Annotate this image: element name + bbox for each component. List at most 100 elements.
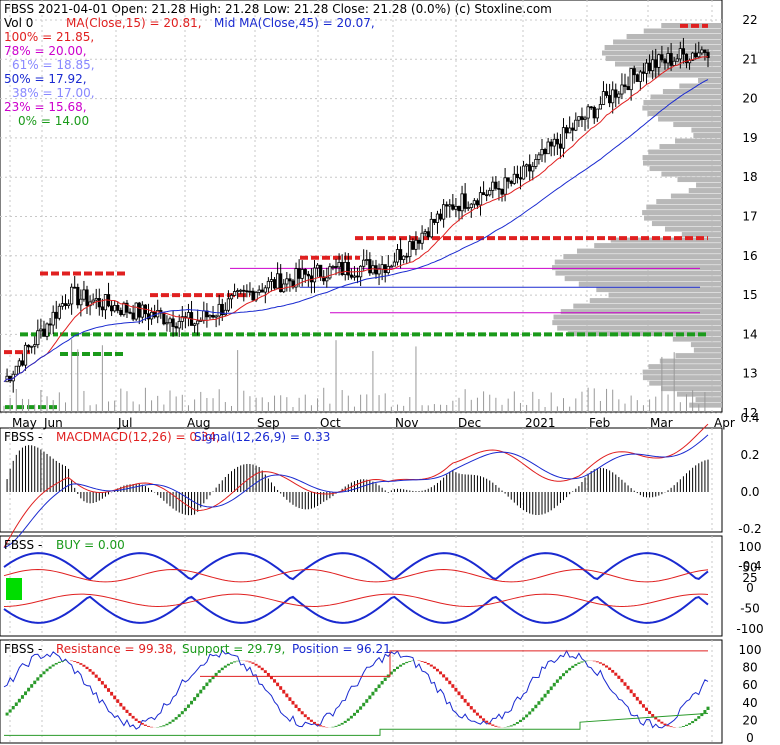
volume-profile-bar <box>629 67 722 73</box>
volume-profile-bar <box>573 303 722 309</box>
candle-body <box>165 322 169 325</box>
candle-body <box>346 262 350 276</box>
candle-body <box>226 298 231 311</box>
buy-tick: 25 <box>742 571 757 585</box>
volume-profile-bar <box>681 232 722 238</box>
volume-profile-bar <box>646 72 722 78</box>
sr-prefix: FBSS - <box>4 642 42 656</box>
y-tick-label: 18 <box>742 170 757 184</box>
candle-body <box>408 241 412 258</box>
candle-body <box>269 279 274 282</box>
x-tick-label: Dec <box>458 416 481 430</box>
volume-profile-bar <box>679 83 722 89</box>
volume-profile-bar <box>693 133 722 139</box>
y-tick-label: 12 <box>742 406 757 420</box>
candle-body <box>558 143 563 149</box>
candle-body <box>337 261 341 268</box>
candle-body <box>294 268 298 288</box>
volume-profile-bar <box>596 287 722 293</box>
candle-body <box>438 213 443 220</box>
y-tick-label: 20 <box>742 92 757 106</box>
volume-profile-bar <box>698 78 722 84</box>
sr-tick: 0 <box>746 731 754 745</box>
macd-line <box>3 423 709 548</box>
candle-body <box>137 302 141 318</box>
volume-profile-bar <box>555 270 722 276</box>
candle-body <box>85 289 89 307</box>
buy-tick: 100 <box>739 540 762 554</box>
volume-profile-bar <box>553 314 722 320</box>
support-line <box>4 712 709 736</box>
candle-body <box>485 194 489 197</box>
candle-body <box>626 86 630 91</box>
volume-profile-bar <box>659 358 722 364</box>
candle-body <box>460 193 464 212</box>
candle-body <box>42 328 46 337</box>
candle-body <box>251 290 255 301</box>
x-tick-label: Nov <box>395 416 418 430</box>
x-tick-label: Aug <box>187 416 210 430</box>
buy-tick: -50 <box>740 602 760 616</box>
volume-profile-bar <box>563 254 722 260</box>
macd-tick: -0.2 <box>738 522 761 536</box>
y-tick-label: 16 <box>742 249 757 263</box>
candle-body <box>638 71 642 82</box>
moving-averages <box>3 56 709 383</box>
candle-body <box>352 275 357 278</box>
candle-body <box>312 267 317 283</box>
candle-body <box>211 314 215 318</box>
sr-y-axis: 100 80 60 40 20 0 <box>739 643 762 745</box>
volume-profile-bar <box>664 226 722 232</box>
sr-tick: 60 <box>742 678 757 692</box>
position-line <box>3 649 709 730</box>
candle-body <box>88 301 92 307</box>
y-tick-label: 13 <box>742 367 757 381</box>
buy-red-upper <box>3 569 709 583</box>
candle-body <box>405 255 409 258</box>
candle-body <box>248 290 252 293</box>
volume-profile-bar <box>644 215 722 221</box>
macd-tick: 0.0 <box>740 485 759 499</box>
candle-body <box>119 310 123 316</box>
volume-profile-bar <box>613 39 722 45</box>
candle-body <box>113 305 117 312</box>
volume-profile-bar <box>659 144 722 150</box>
candle-body <box>380 264 384 270</box>
candle-body <box>26 344 31 348</box>
volume-profile-bar <box>648 149 722 155</box>
fib-level-label: 0% = 14.00 <box>18 114 89 128</box>
candle-body <box>214 315 218 318</box>
price-y-axis: 22 21 20 19 18 17 16 15 14 13 12 <box>742 13 757 420</box>
candle-body <box>260 289 264 293</box>
candle-body <box>57 305 61 319</box>
y-tick-label: 22 <box>742 13 757 27</box>
candle-body <box>343 262 347 275</box>
fib-level-label: 61% = 18.85, <box>12 58 95 72</box>
candle-body <box>131 312 135 320</box>
candle-body <box>423 231 427 234</box>
volume-profile-bar <box>552 320 722 326</box>
volume-profile-bar <box>626 34 722 40</box>
candle-body <box>660 54 664 61</box>
candle-body <box>322 276 326 282</box>
candle-body <box>285 278 289 285</box>
candle-body <box>571 127 575 131</box>
fib-levels: 100% = 21.85,78% = 20.00,61% = 18.85,50%… <box>4 30 95 128</box>
candle-body <box>334 266 338 268</box>
candle-body <box>180 316 184 322</box>
buy-prefix: FBSS - <box>4 538 42 552</box>
candle-body <box>196 320 200 325</box>
candle-body <box>48 323 52 326</box>
volume-profile-bar <box>690 342 722 348</box>
volume-profile-bar <box>552 265 722 271</box>
candle-body <box>614 89 618 98</box>
candle-body <box>362 259 366 267</box>
x-tick-label: Feb <box>589 416 610 430</box>
candle-body <box>288 278 292 282</box>
candle-body <box>491 181 495 191</box>
candle-body <box>66 303 71 306</box>
candle-body <box>236 290 240 293</box>
candle-body <box>402 255 406 260</box>
candle-body <box>435 213 440 223</box>
candle-body <box>202 310 206 321</box>
